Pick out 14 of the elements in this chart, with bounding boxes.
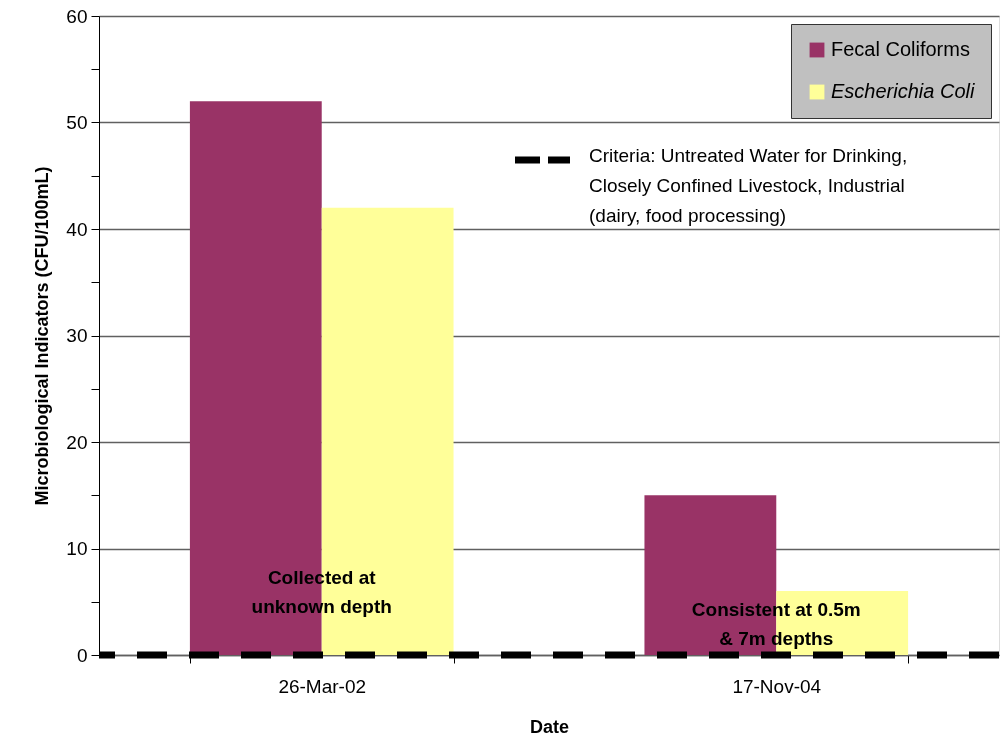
legend-label: Escherichia Coli (831, 80, 975, 102)
y-tick-label: 40 (66, 218, 88, 240)
y-tick-label: 50 (66, 112, 88, 133)
y-tick-label: 20 (66, 431, 88, 453)
x-tick-label: 26-Mar-02 (278, 675, 367, 697)
y-tick-label: 0 (76, 644, 88, 666)
legend-label: Criteria: Untreated Water for Drinking, Closely Confined Livestock, Industrial (dairy, food processing) (589, 145, 908, 226)
y-tick-label: 30 (66, 325, 88, 346)
y-tick-label: 60 (66, 5, 88, 27)
y-tick-label: 10 (66, 538, 88, 559)
legend-label: Fecal Coliforms (831, 38, 970, 60)
x-axis-title: Date (529, 716, 570, 737)
y-axis-title: Microbiological Indicators (CFU/100mL) (32, 166, 53, 506)
x-tick-label: 17-Nov-04 (732, 675, 822, 697)
